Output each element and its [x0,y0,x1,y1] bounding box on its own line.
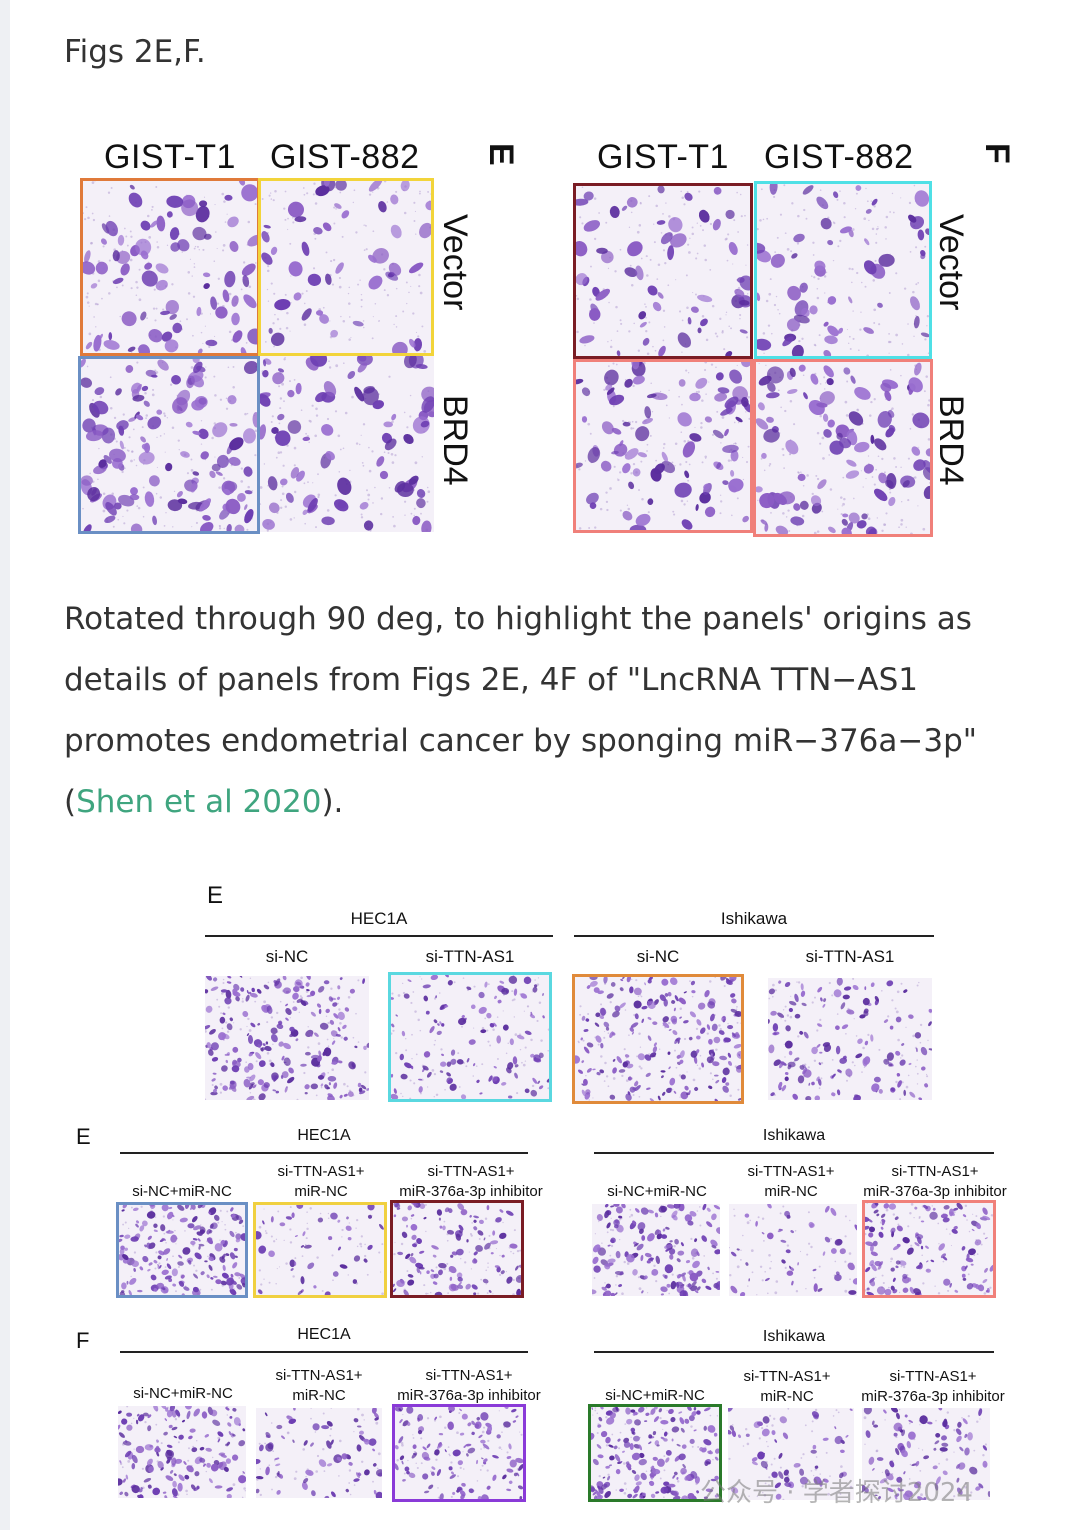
col-label-gist-t1-f: GIST-T1 [597,138,729,176]
left-gutter [0,0,10,1530]
col-label: si-TTN-AS1+ miR-NC [747,1163,835,1200]
group-rule [120,1152,528,1154]
row-label-vector-e: Vector [436,214,474,311]
micrograph-mid-1 [116,1202,248,1298]
col-label-gist-t1-e: GIST-T1 [104,138,236,176]
micrograph-e-t1-brd4 [78,356,260,534]
micrograph-mid-5 [729,1204,857,1296]
col-label: si-TTN-AS1+ miR-NC [743,1368,831,1405]
micrograph-mid-2 [253,1202,387,1298]
panel-letter-e: E [482,143,520,166]
micrograph-f-882-vector [754,181,932,359]
description-text: Rotated through 90 deg, to highlight the… [64,601,978,820]
group-rule [594,1152,994,1154]
group-rule [205,935,553,937]
micrograph-top-3 [572,974,744,1104]
micrograph-bot-5 [728,1408,854,1500]
micrograph-top-1 [205,976,369,1100]
row-label-brd4-f: BRD4 [932,395,970,486]
micrograph-bot-1 [118,1406,246,1498]
micrograph-top-2 [388,972,552,1102]
col-label: si-NC+miR-NC [133,1385,233,1402]
col-label: si-TTN-AS1 [805,947,895,966]
group-label-hec1a-bot: HEC1A [297,1326,351,1343]
micrograph-mid-3 [390,1200,524,1298]
col-label: si-TTN-AS1+ miR-376a-3p inhibitor [863,1163,1007,1200]
col-label: si-TTN-AS1 [425,947,515,966]
group-rule [120,1351,528,1353]
row-label-vector-f: Vector [932,214,970,311]
micrograph-f-882-brd4 [753,359,933,537]
micrograph-e-882-vector [258,178,434,356]
col-label: si-NC [636,947,680,966]
panel-letter-e-mid: E [76,1124,91,1149]
group-label-hec1a-top: HEC1A [350,909,408,928]
group-label-ishikawa-top: Ishikawa [720,909,788,928]
micrograph-bot-2 [256,1408,382,1498]
group-label-ishikawa-bot: Ishikawa [762,1328,826,1345]
group-rule [574,935,934,937]
micrograph-e-t1-vector [80,178,260,356]
col-label: si-NC [265,947,309,966]
panel-letter-f-bot: F [76,1328,90,1353]
col-label-gist-882-e: GIST-882 [270,138,420,176]
micrograph-mid-6 [862,1200,996,1298]
col-label: si-NC+miR-NC [132,1183,232,1200]
micrograph-top-4 [768,978,932,1100]
col-label-gist-882-f: GIST-882 [764,138,914,176]
col-label: si-TTN-AS1+ miR-376a-3p inhibitor [397,1367,541,1404]
panel-letter-f: F [978,143,1016,164]
row-label-brd4-e: BRD4 [436,395,474,486]
col-label: si-TTN-AS1+ miR-NC [277,1163,365,1200]
description-paragraph: Rotated through 90 deg, to highlight the… [64,589,1024,833]
micrograph-bot-3 [392,1404,526,1502]
group-label-hec1a-mid: HEC1A [297,1127,351,1144]
citation-link[interactable]: Shen et al 2020 [76,784,322,820]
col-label: si-NC+miR-NC [605,1387,705,1404]
micrograph-mid-4 [592,1204,720,1296]
micrograph-bot-6 [862,1408,990,1500]
group-rule [594,1351,994,1353]
micrograph-f-t1-vector [573,183,753,359]
group-label-ishikawa-mid: Ishikawa [762,1127,826,1144]
watermark: 公众号 · 学者探讨2024 [700,1478,973,1508]
figure-caption-top: Figs 2E,F. [64,34,206,70]
description-suffix: ). [321,784,344,820]
col-label: si-TTN-AS1+ miR-NC [275,1367,363,1404]
micrograph-bot-4 [588,1404,722,1502]
micrograph-e-882-brd4 [260,356,434,532]
col-label: si-TTN-AS1+ miR-376a-3p inhibitor [399,1163,543,1200]
col-label: si-TTN-AS1+ miR-376a-3p inhibitor [861,1368,1005,1405]
col-label: si-NC+miR-NC [607,1183,707,1200]
micrograph-f-t1-brd4 [573,359,753,533]
panel-letter-e-top: E [207,882,224,909]
